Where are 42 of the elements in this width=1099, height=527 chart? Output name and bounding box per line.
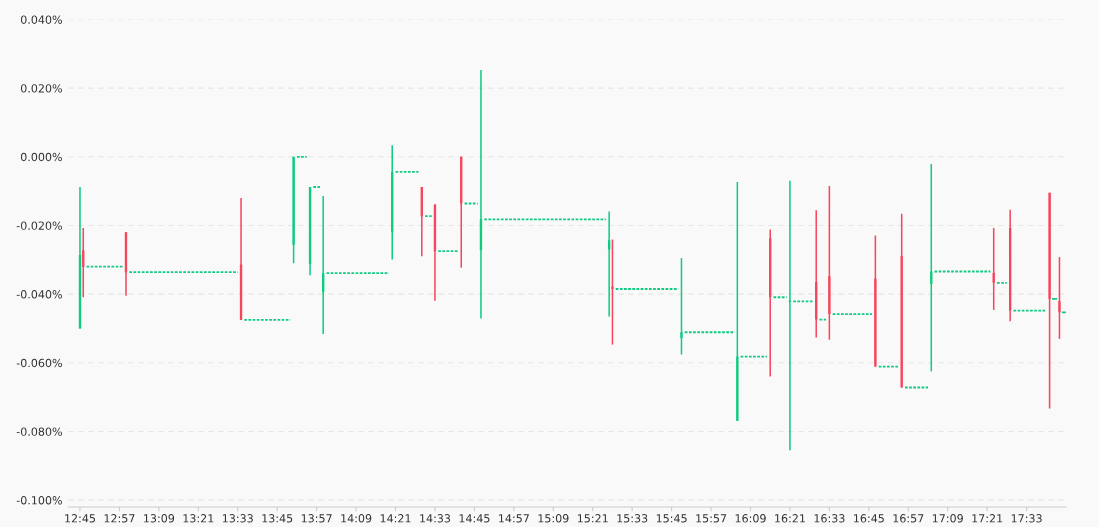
x-tick-label: 15:09 <box>538 514 569 523</box>
x-tick-label: 15:21 <box>577 514 608 523</box>
x-tick-label: 14:45 <box>459 514 490 523</box>
x-tick-label: 16:33 <box>814 514 845 523</box>
x-tick-label: 13:57 <box>301 514 332 523</box>
x-tick-label: 16:45 <box>854 514 884 523</box>
x-tick-label: 13:21 <box>183 514 214 523</box>
x-tick-label: 13:33 <box>222 514 253 523</box>
x-tick-label: 14:57 <box>499 514 529 523</box>
y-tick-label: -0.040% <box>16 290 62 299</box>
x-tick-label: 16:21 <box>775 514 805 523</box>
x-tick-label: 14:33 <box>420 514 451 523</box>
x-tick-label: 17:09 <box>932 514 963 523</box>
x-tick-label: 16:09 <box>735 514 766 523</box>
candlestick <box>828 185 831 341</box>
y-tick-label: 0.000% <box>20 152 62 162</box>
candlestick <box>680 257 683 356</box>
y-tick-label: 0.040% <box>20 15 62 24</box>
candlestick <box>292 156 295 265</box>
y-tick-label: -0.060% <box>16 358 62 368</box>
y-tick-label: -0.020% <box>16 221 62 230</box>
candlestick <box>736 181 739 422</box>
candlestick <box>1048 192 1051 410</box>
y-tick-label: -0.080% <box>16 427 62 436</box>
y-tick-label: -0.100% <box>16 496 62 505</box>
x-tick-label: 15:45 <box>656 514 687 523</box>
x-tick-label: 14:09 <box>341 514 372 523</box>
x-tick-label: 15:33 <box>617 514 648 523</box>
x-tick-label: 12:45 <box>65 514 96 523</box>
x-tick-label: 12:57 <box>104 514 135 523</box>
x-tick-label: 14:21 <box>380 514 411 523</box>
x-tick-label: 15:57 <box>696 514 727 523</box>
x-tick-label: 13:09 <box>144 514 175 523</box>
x-tick-label: 13:45 <box>262 514 293 523</box>
x-tick-label: 17:21 <box>972 514 1003 523</box>
candlestick <box>611 238 614 346</box>
x-tick-label: 17:33 <box>1011 514 1042 523</box>
candlestick <box>874 234 877 368</box>
y-tick-label: 0.020% <box>20 84 62 93</box>
candlestick <box>930 163 933 373</box>
x-tick-label: 16:57 <box>893 514 924 523</box>
candlestick <box>607 210 611 318</box>
